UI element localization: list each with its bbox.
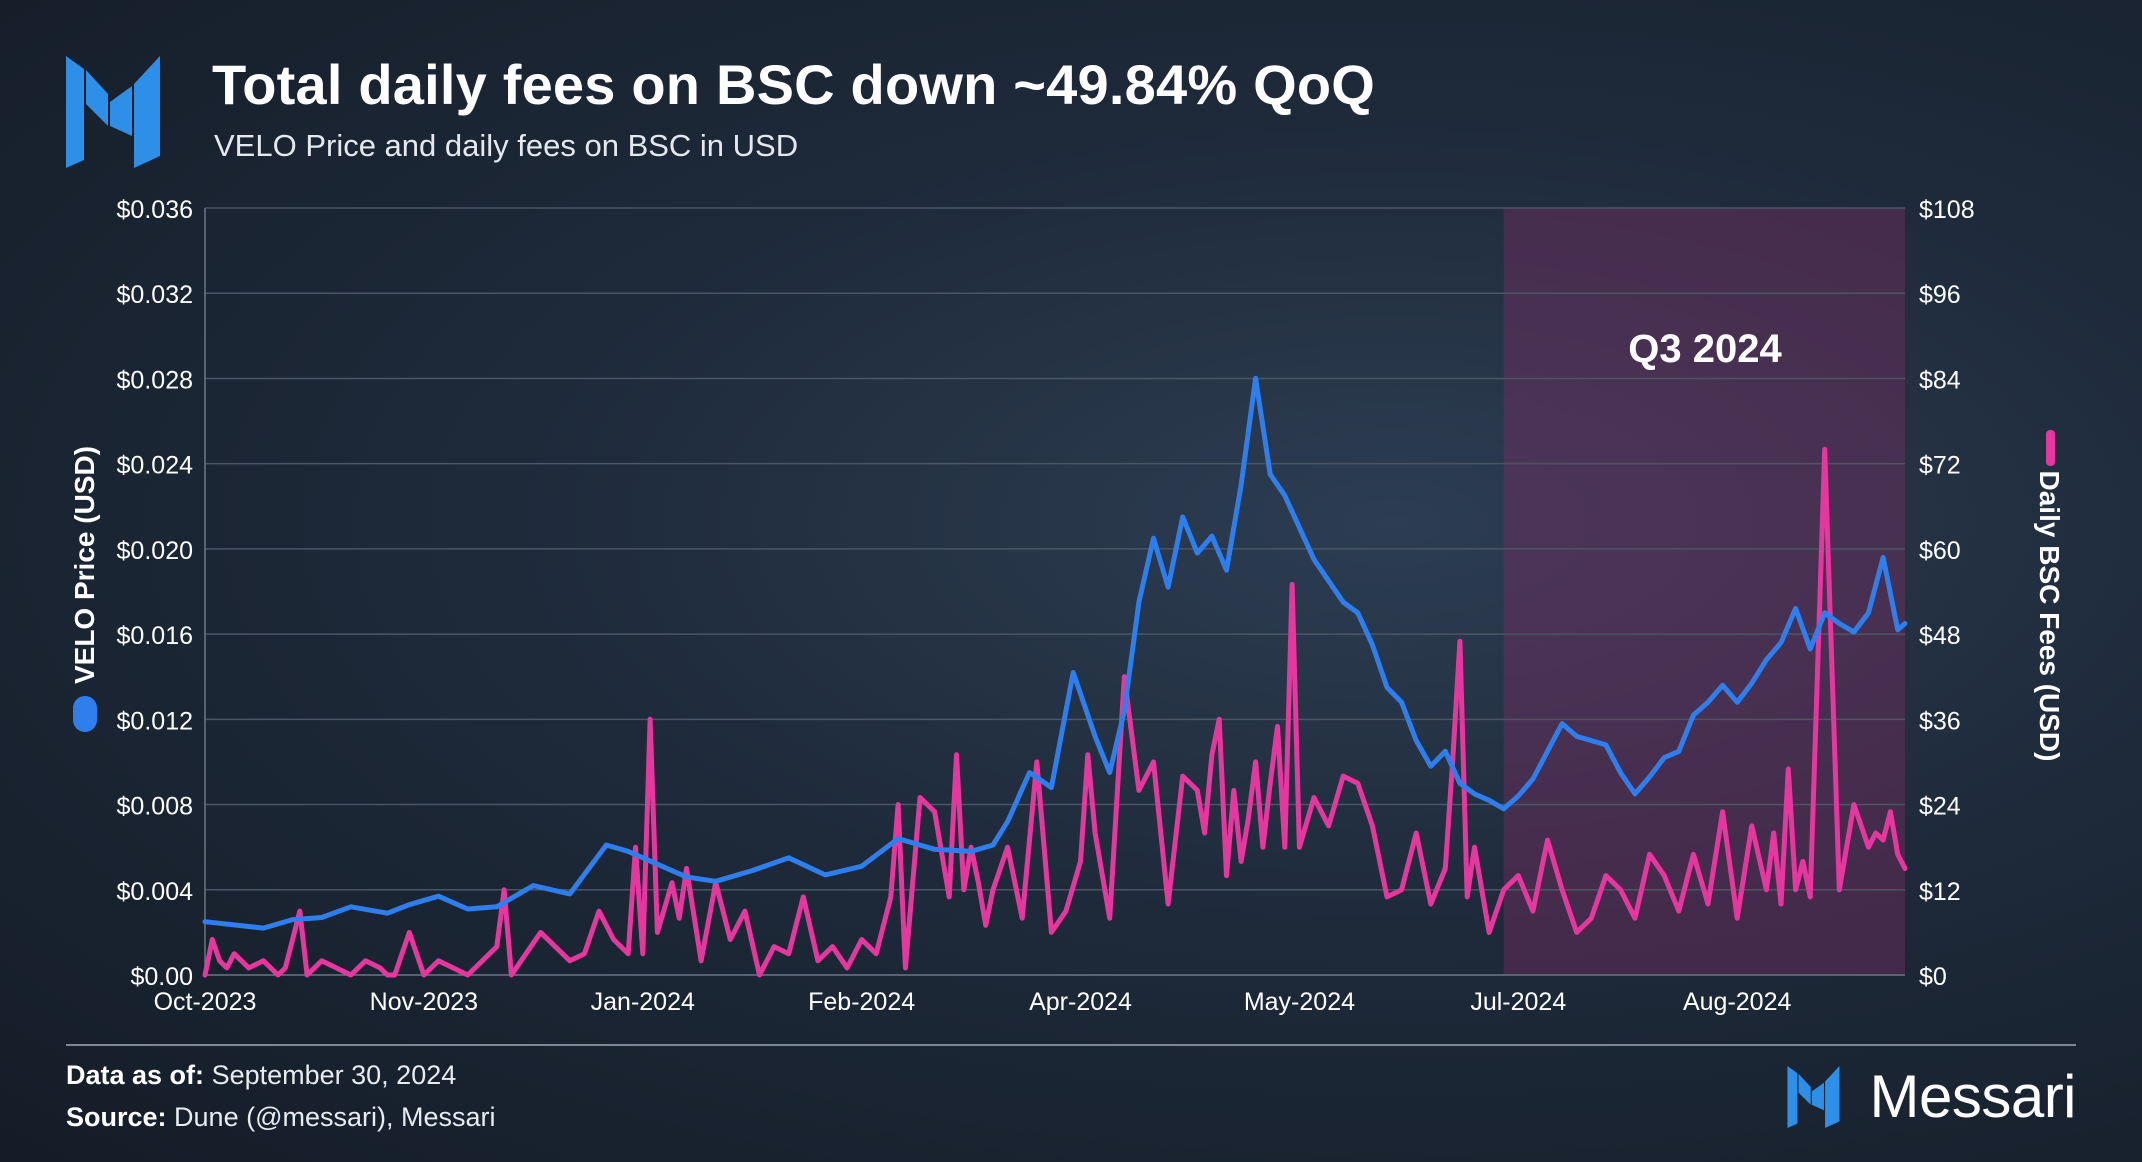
q3-annotation-label: Q3 2024 xyxy=(1628,327,1782,371)
x-axis-ticks: Oct-2023 Nov-2023 Jan-2024 Feb-2024 Apr-2024… xyxy=(154,988,1792,1016)
x-tick-label: Apr-2024 xyxy=(1029,988,1132,1016)
right-tick-label: $12 xyxy=(1919,878,1961,906)
right-tick-label: $60 xyxy=(1919,537,1961,565)
x-tick-label: Jul-2024 xyxy=(1470,988,1566,1016)
left-tick-label: $0.020 xyxy=(117,537,193,565)
right-tick-label: $24 xyxy=(1919,793,1961,821)
x-tick-label: Feb-2024 xyxy=(808,988,915,1016)
right-tick-label: $0 xyxy=(1919,963,1947,991)
right-tick-label: $84 xyxy=(1919,366,1961,394)
left-axis-ticks: $0.00 $0.004 $0.008 $0.012 $0.016 $0.020 $0.02… xyxy=(117,196,194,991)
left-tick-label: $0.036 xyxy=(117,196,193,224)
source-label: Source: xyxy=(66,1102,167,1132)
x-tick-label: Jan-2024 xyxy=(591,988,695,1016)
x-tick-label: Nov-2023 xyxy=(370,988,478,1016)
chart-subtitle: VELO Price and daily fees on BSC in USD xyxy=(214,128,799,163)
left-tick-label: $0.004 xyxy=(117,878,194,906)
left-axis-title-group: VELO Price (USD) xyxy=(69,446,100,732)
left-tick-label: $0.032 xyxy=(117,281,193,309)
fees-legend-marker xyxy=(2046,430,2055,466)
left-tick-label: $0.016 xyxy=(117,622,193,650)
left-axis-title: VELO Price (USD) xyxy=(69,446,100,684)
right-tick-label: $96 xyxy=(1919,281,1961,309)
right-axis-title: Daily BSC Fees (USD) xyxy=(2034,471,2065,762)
source-value: Dune (@messari), Messari xyxy=(174,1102,496,1132)
data-date-line: Data as of: September 30, 2024 xyxy=(66,1060,456,1091)
messari-logo-icon xyxy=(66,56,160,168)
x-tick-label: Aug-2024 xyxy=(1683,988,1792,1016)
left-tick-label: $0.012 xyxy=(117,707,193,735)
data-date-label: Data as of: xyxy=(66,1060,205,1090)
chart-title: Total daily fees on BSC down ~49.84% QoQ xyxy=(212,53,1375,116)
right-axis-ticks: $0 $12 $24 $36 $48 $60 $72 $84 $96 $108 xyxy=(1919,196,1975,991)
price-series-line xyxy=(202,375,1908,931)
right-axis-title-group: Daily BSC Fees (USD) xyxy=(2034,430,2065,761)
left-tick-label: $0.00 xyxy=(130,963,193,991)
right-tick-label: $48 xyxy=(1919,622,1961,650)
chart-area: $0.00 $0.004 $0.008 $0.012 $0.016 $0.020 $0.02… xyxy=(69,196,2065,1016)
x-tick-label: May-2024 xyxy=(1244,988,1355,1016)
right-tick-label: $36 xyxy=(1919,707,1961,735)
source-line: Source: Dune (@messari), Messari xyxy=(66,1102,496,1133)
left-tick-label: $0.028 xyxy=(117,366,193,394)
price-legend-marker xyxy=(73,696,97,732)
right-tick-label: $72 xyxy=(1919,452,1961,480)
brand-logo: Messari xyxy=(1787,1062,2076,1131)
x-tick-label: Oct-2023 xyxy=(154,988,257,1016)
data-date-value: September 30, 2024 xyxy=(211,1060,457,1090)
right-tick-label: $108 xyxy=(1919,196,1975,224)
fees-series-line xyxy=(202,447,1908,978)
brand-name: Messari xyxy=(1869,1063,2076,1130)
grid-lines xyxy=(205,207,1905,891)
messari-brand-icon xyxy=(1787,1065,1840,1128)
left-tick-label: $0.008 xyxy=(117,793,193,821)
footer-divider xyxy=(66,1044,2076,1046)
left-tick-label: $0.024 xyxy=(117,452,194,480)
